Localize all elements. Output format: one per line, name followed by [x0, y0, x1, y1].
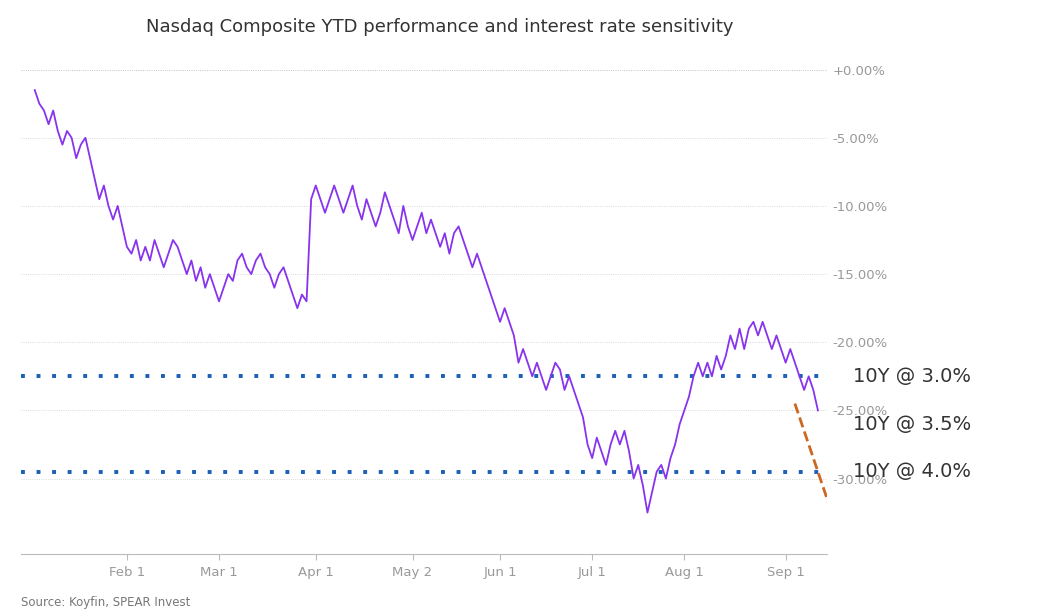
Text: 10Y @ 3.5%: 10Y @ 3.5% [853, 415, 972, 434]
Text: 10Y @ 4.0%: 10Y @ 4.0% [853, 462, 972, 481]
Text: Nasdaq Composite YTD performance and interest rate sensitivity: Nasdaq Composite YTD performance and int… [146, 18, 734, 36]
Text: 10Y @ 3.0%: 10Y @ 3.0% [853, 367, 972, 386]
Text: Source: Koyfin, SPEAR Invest: Source: Koyfin, SPEAR Invest [21, 596, 191, 609]
